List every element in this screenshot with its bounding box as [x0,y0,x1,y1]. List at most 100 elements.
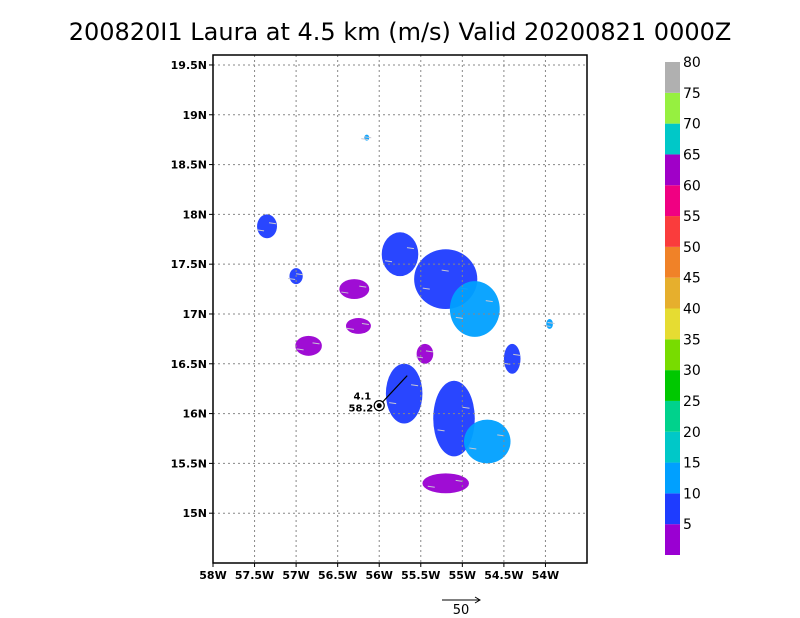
reference-vector-label: 50 [453,603,470,618]
colorbar-label: 5 [683,517,692,533]
colorbar-label: 60 [683,178,701,194]
colorbar-label: 80 [683,55,701,71]
storm-center-dot [376,403,382,409]
wind-vector [364,136,372,139]
colorbar-label: 75 [683,86,701,102]
colorbar-label: 10 [683,486,701,502]
wind-vector [547,321,555,324]
y-tick-label: 18N [182,208,207,221]
colorbar: 5 10 15 20 25 30 35 40 45 50 55 60 65 70 75 80 [665,55,701,555]
colorbar-segment [665,431,680,463]
colorbar-label: 25 [683,394,701,410]
wind-vector [296,348,304,351]
y-tick-label: 18.5N [171,159,207,172]
y-tick-label: 19N [182,109,207,122]
wind-vector [411,384,419,387]
colorbar-segment [665,339,680,371]
colorbar-segment [665,185,680,217]
y-tick-label: 17N [182,308,207,321]
colorbar-label: 20 [683,425,701,441]
wind-region [546,318,553,329]
x-tick-label: 58W [199,569,226,582]
wind-vector [485,300,493,303]
colorbar-segment [665,246,680,278]
colorbar-segment [665,123,680,155]
wind-vector [346,327,355,330]
x-tick-label: 57W [282,569,309,582]
x-tick-label: 56.5W [318,569,357,582]
wind-region [295,335,322,356]
wind-region [345,317,371,334]
wind-vector [415,356,424,359]
wind-region [416,343,434,364]
colorbar-label: 40 [683,302,701,318]
wind-vector [341,291,349,294]
wind-vector [288,278,296,281]
wind-vector [437,429,445,432]
wind-vector [513,353,521,356]
wind-vector [406,247,415,250]
wind-region [503,343,521,374]
y-tick-label: 17.5N [171,258,207,271]
grid [212,55,587,563]
wind-region [339,279,370,300]
wind-vector [256,229,265,232]
colorbar-label: 45 [683,271,701,287]
colorbar-segment [665,462,680,494]
wind-vector [455,316,463,319]
colorbar-label: 15 [683,456,701,472]
x-tick-label: 55W [449,569,476,582]
wind-vector [469,447,477,450]
colorbar-label: 65 [683,147,701,163]
x-tick-label: 57.5W [235,569,274,582]
y-tick-label: 16N [182,408,207,421]
wind-vector [422,287,430,290]
colorbar-segment [665,92,680,124]
storm-center: 4.158.2 [349,375,408,415]
wind-vector [441,269,449,272]
x-tick-label: 54W [532,569,559,582]
colorbar-segment [665,524,680,555]
wind-vector [361,323,369,326]
wind-vector [312,342,320,345]
wind-vector [455,479,463,482]
colorbar-label: 70 [683,117,701,133]
wind-region [257,214,277,239]
y-tick-label: 15N [182,507,207,520]
x-tick-label: 54.5W [484,569,523,582]
y-tick-label: 15.5N [171,457,207,470]
colorbar-segment [665,370,680,401]
colorbar-segment [665,62,680,93]
y-tick-label: 19.5N [171,59,207,72]
wind-field [256,134,555,494]
wind-region [463,419,511,464]
chart-title: 200820I1 Laura at 4.5 km (m/s) Valid 202… [69,18,732,46]
reference-vector: 50 [442,596,481,618]
colorbar-segment [665,308,680,340]
x-tick-label: 56W [365,569,392,582]
wind-vector [359,285,367,288]
wind-vector [268,222,277,225]
storm-heading-label: 58.2 [349,404,374,415]
wind-vector [427,485,435,488]
wind-vector [462,406,470,409]
storm-motion-label: 4.1 [354,392,372,403]
colorbar-segment [665,277,680,309]
reference-arrowhead [474,596,481,604]
axes: 58W 57.5W 57W 56.5W 56W 55.5W 55W 54.5W 54W 15N 15… [171,59,560,582]
colorbar-segment [665,400,680,432]
y-tick-label: 16.5N [171,358,207,371]
colorbar-segment [665,216,680,247]
wind-region [449,281,500,337]
plot-area: 58W 57.5W 57W 56.5W 56W 55.5W 55W 54.5W 54W 15N 15… [171,54,588,582]
x-tick-label: 55.5W [401,569,440,582]
plot-frame [212,54,588,564]
wind-vector [497,434,505,437]
wind-region [385,363,423,424]
colorbar-segment [665,493,680,525]
colorbar-label: 55 [683,209,701,225]
wind-vector [296,273,304,276]
colorbar-label: 30 [683,363,701,379]
wind-vector [425,350,433,353]
